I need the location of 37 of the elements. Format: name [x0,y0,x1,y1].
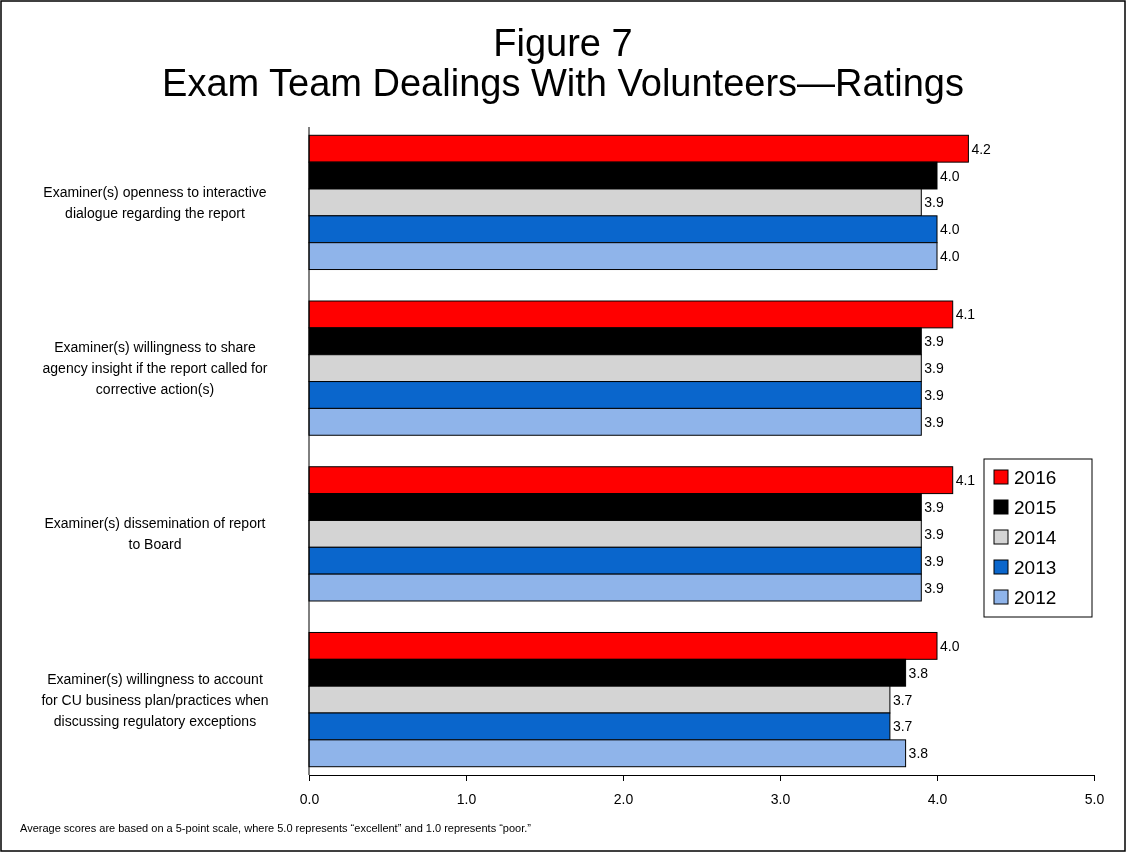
data-label: 3.9 [924,386,944,403]
data-label: 3.7 [892,718,913,735]
legend-label: 2015 [1014,497,1057,518]
data-label: 3.9 [924,333,944,350]
x-tick-label: 0.0 [299,790,320,807]
x-tick-label: 1.0 [456,790,477,807]
y-tick-label: Examiner(s) dissemination of report to Board [44,515,266,553]
data-label: 4.2 [971,140,992,157]
y-tick-label: Examiner(s) willingness to account for CU business plan/practices when discussing regulatory exceptions [41,670,269,729]
data-label: 3.9 [924,360,944,377]
legend-label: 2013 [1014,557,1057,578]
data-label: 4.0 [940,167,960,184]
x-tick-label: 2.0 [613,790,634,807]
data-label: 3.7 [892,691,913,708]
data-label: 4.0 [940,248,960,265]
y-tick-label: Examiner(s) openness to interactive dialogue regarding the report [43,183,267,221]
data-label: 3.8 [908,745,929,762]
data-label: 3.9 [924,525,944,542]
data-label: 3.9 [924,499,944,516]
text: Average scores are based on a 5-point scale, where 5.0 represents “excellent” and 1.0 represents “poor.” [20,822,532,834]
legend-label: 2012 [1014,587,1057,608]
x-tick-label: 5.0 [1084,790,1105,807]
legend-label: 2016 [1014,467,1057,488]
data-label: 4.1 [955,306,976,323]
y-tick-label: Examiner(s) willingness to share agency insight if the report called for corrective action(s) [42,339,268,398]
data-label: 4.1 [955,472,976,489]
data-label: 4.0 [940,221,960,238]
data-label: 3.9 [924,413,944,430]
data-label: 3.9 [924,552,944,569]
data-label: 3.9 [924,579,944,596]
x-tick-label: 3.0 [770,790,791,807]
legend-label: 2014 [1014,527,1057,548]
data-label: 3.8 [908,664,929,681]
x-tick-label: 4.0 [927,790,948,807]
data-label: 4.0 [940,637,960,654]
chart-title: Figure 7 [493,22,633,64]
data-label: 3.9 [924,194,944,211]
